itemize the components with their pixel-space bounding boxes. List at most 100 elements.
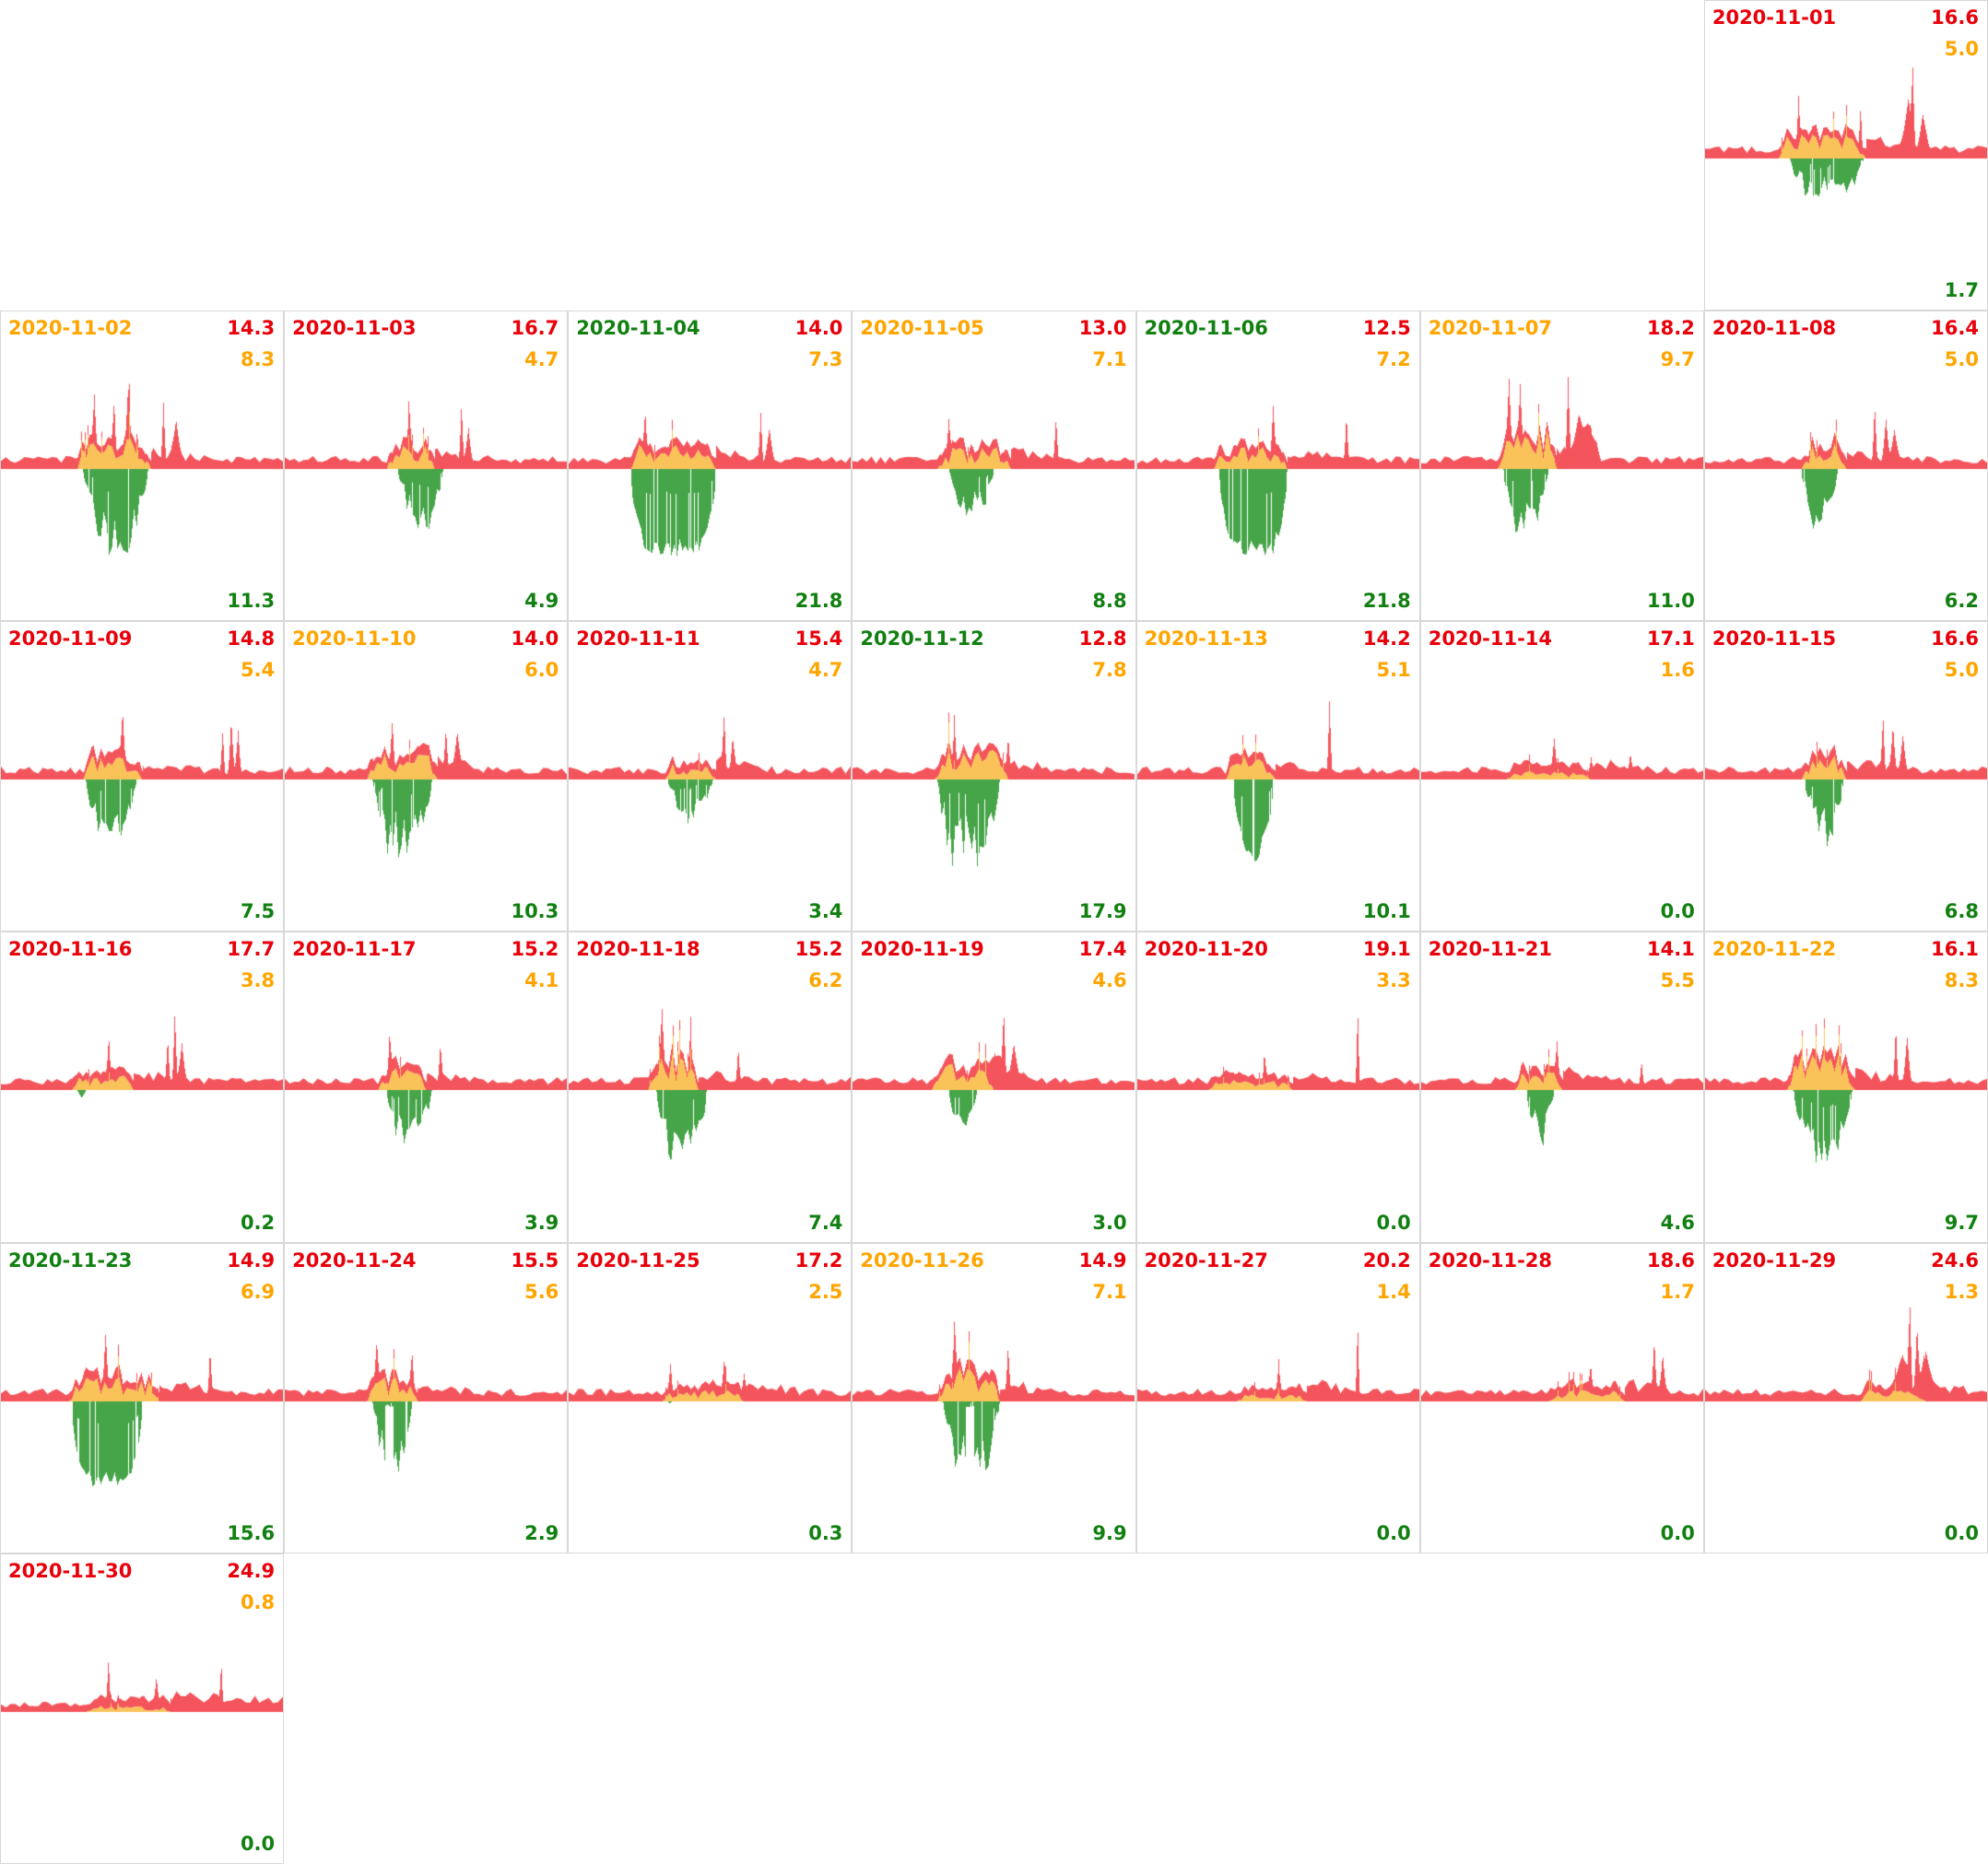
empty-cell	[1419, 1553, 1704, 1864]
day-activity-chart	[569, 669, 852, 893]
green-total-value: 0.0	[1376, 1211, 1411, 1234]
day-cell: 2020-11-09 14.8 5.4 7.5	[0, 621, 285, 932]
date-label: 2020-11-01	[1712, 6, 1837, 29]
green-total-value: 0.0	[240, 1832, 276, 1855]
day-cell: 2020-11-25 17.2 2.5 0.3	[568, 1242, 853, 1553]
green-total-value: 4.9	[524, 590, 559, 613]
green-total-value: 7.5	[240, 900, 276, 923]
day-cell: 2020-11-18 15.2 6.2 7.4	[568, 932, 853, 1243]
red-total-value: 17.7	[227, 938, 276, 961]
day-activity-chart	[1136, 669, 1419, 893]
date-label: 2020-11-17	[292, 938, 417, 961]
red-total-value: 14.0	[794, 317, 843, 340]
day-activity-chart	[569, 358, 852, 582]
red-total-value: 20.2	[1362, 1249, 1411, 1272]
day-cell: 2020-11-17 15.2 4.1 3.9	[284, 932, 569, 1243]
day-activity-chart	[1, 979, 283, 1203]
red-total-value: 24.6	[1931, 1249, 1979, 1272]
green-total-value: 10.3	[511, 900, 559, 923]
date-label: 2020-11-02	[8, 317, 133, 340]
green-total-value: 0.0	[1376, 1521, 1411, 1544]
red-total-value: 14.0	[511, 627, 559, 651]
day-activity-chart	[1, 669, 283, 893]
empty-cell	[1135, 0, 1420, 311]
day-cell: 2020-11-23 14.9 6.9 15.6	[0, 1242, 285, 1553]
date-label: 2020-11-30	[8, 1559, 133, 1582]
day-cell: 2020-11-01 16.6 5.0 1.7	[1703, 0, 1988, 311]
date-label: 2020-11-11	[576, 627, 700, 651]
day-activity-chart	[1136, 979, 1419, 1203]
day-cell: 2020-11-26 14.9 7.1 9.9	[852, 1242, 1136, 1553]
day-activity-chart	[1, 1600, 283, 1824]
day-cell: 2020-11-07 18.2 9.7 11.0	[1419, 311, 1704, 622]
red-total-value: 13.0	[1078, 317, 1127, 340]
day-activity-chart	[853, 1290, 1135, 1514]
date-label: 2020-11-20	[1144, 938, 1268, 961]
green-total-value: 1.7	[1944, 279, 1979, 302]
empty-cell	[852, 0, 1136, 311]
date-label: 2020-11-12	[860, 627, 984, 651]
date-label: 2020-11-21	[1428, 938, 1553, 961]
date-label: 2020-11-23	[8, 1249, 133, 1272]
red-total-value: 14.1	[1647, 938, 1695, 961]
red-total-value: 16.6	[1931, 6, 1979, 29]
day-activity-chart	[1704, 48, 1987, 271]
green-total-value: 9.9	[1092, 1521, 1127, 1544]
date-label: 2020-11-03	[292, 317, 417, 340]
date-label: 2020-11-19	[860, 938, 984, 961]
day-cell: 2020-11-29 24.6 1.3 0.0	[1703, 1242, 1988, 1553]
day-cell: 2020-11-15 16.6 5.0 6.8	[1703, 621, 1988, 932]
red-total-value: 12.5	[1362, 317, 1411, 340]
day-cell: 2020-11-02 14.3 8.3 11.3	[0, 311, 285, 622]
day-activity-chart	[1, 1290, 283, 1514]
red-total-value: 14.9	[1078, 1249, 1127, 1272]
date-label: 2020-11-26	[860, 1249, 984, 1272]
day-cell: 2020-11-08 16.4 5.0 6.2	[1703, 311, 1988, 622]
green-total-value: 21.8	[1362, 590, 1411, 613]
date-label: 2020-11-18	[576, 938, 700, 961]
green-total-value: 0.0	[1660, 900, 1695, 923]
green-total-value: 3.4	[808, 900, 843, 923]
date-label: 2020-11-09	[8, 627, 133, 651]
day-cell: 2020-11-16 17.7 3.8 0.2	[0, 932, 285, 1243]
date-label: 2020-11-16	[8, 938, 133, 961]
date-label: 2020-11-27	[1144, 1249, 1268, 1272]
day-activity-chart	[1704, 358, 1987, 582]
green-total-value: 15.6	[227, 1521, 276, 1544]
green-total-value: 17.9	[1078, 900, 1127, 923]
empty-cell	[852, 1553, 1136, 1864]
day-activity-chart	[1136, 1290, 1419, 1514]
empty-cell	[284, 1553, 569, 1864]
green-total-value: 3.0	[1092, 1211, 1127, 1234]
green-total-value: 3.9	[524, 1211, 559, 1234]
day-activity-chart	[1136, 358, 1419, 582]
red-total-value: 19.1	[1362, 938, 1411, 961]
day-cell: 2020-11-14 17.1 1.6 0.0	[1419, 621, 1704, 932]
green-total-value: 21.8	[794, 590, 843, 613]
day-activity-chart	[1420, 669, 1703, 893]
day-cell: 2020-11-10 14.0 6.0 10.3	[284, 621, 569, 932]
date-label: 2020-11-15	[1712, 627, 1837, 651]
day-activity-chart	[1704, 669, 1987, 893]
day-cell: 2020-11-12 12.8 7.8 17.9	[852, 621, 1136, 932]
red-total-value: 15.2	[794, 938, 843, 961]
green-total-value: 6.8	[1944, 900, 1979, 923]
date-label: 2020-11-05	[860, 317, 984, 340]
date-label: 2020-11-10	[292, 627, 417, 651]
date-label: 2020-11-25	[576, 1249, 700, 1272]
day-activity-chart	[1704, 979, 1987, 1203]
day-cell: 2020-11-06 12.5 7.2 21.8	[1135, 311, 1420, 622]
empty-cell	[568, 1553, 853, 1864]
empty-cell	[568, 0, 853, 311]
green-total-value: 11.3	[227, 590, 276, 613]
green-total-value: 0.3	[808, 1521, 843, 1544]
day-activity-chart	[569, 979, 852, 1203]
red-total-value: 17.4	[1078, 938, 1127, 961]
green-total-value: 4.6	[1660, 1211, 1695, 1234]
green-total-value: 0.0	[1660, 1521, 1695, 1544]
date-label: 2020-11-13	[1144, 627, 1268, 651]
red-total-value: 24.9	[227, 1559, 276, 1582]
green-total-value: 0.0	[1944, 1521, 1979, 1544]
day-cell: 2020-11-19 17.4 4.6 3.0	[852, 932, 1136, 1243]
